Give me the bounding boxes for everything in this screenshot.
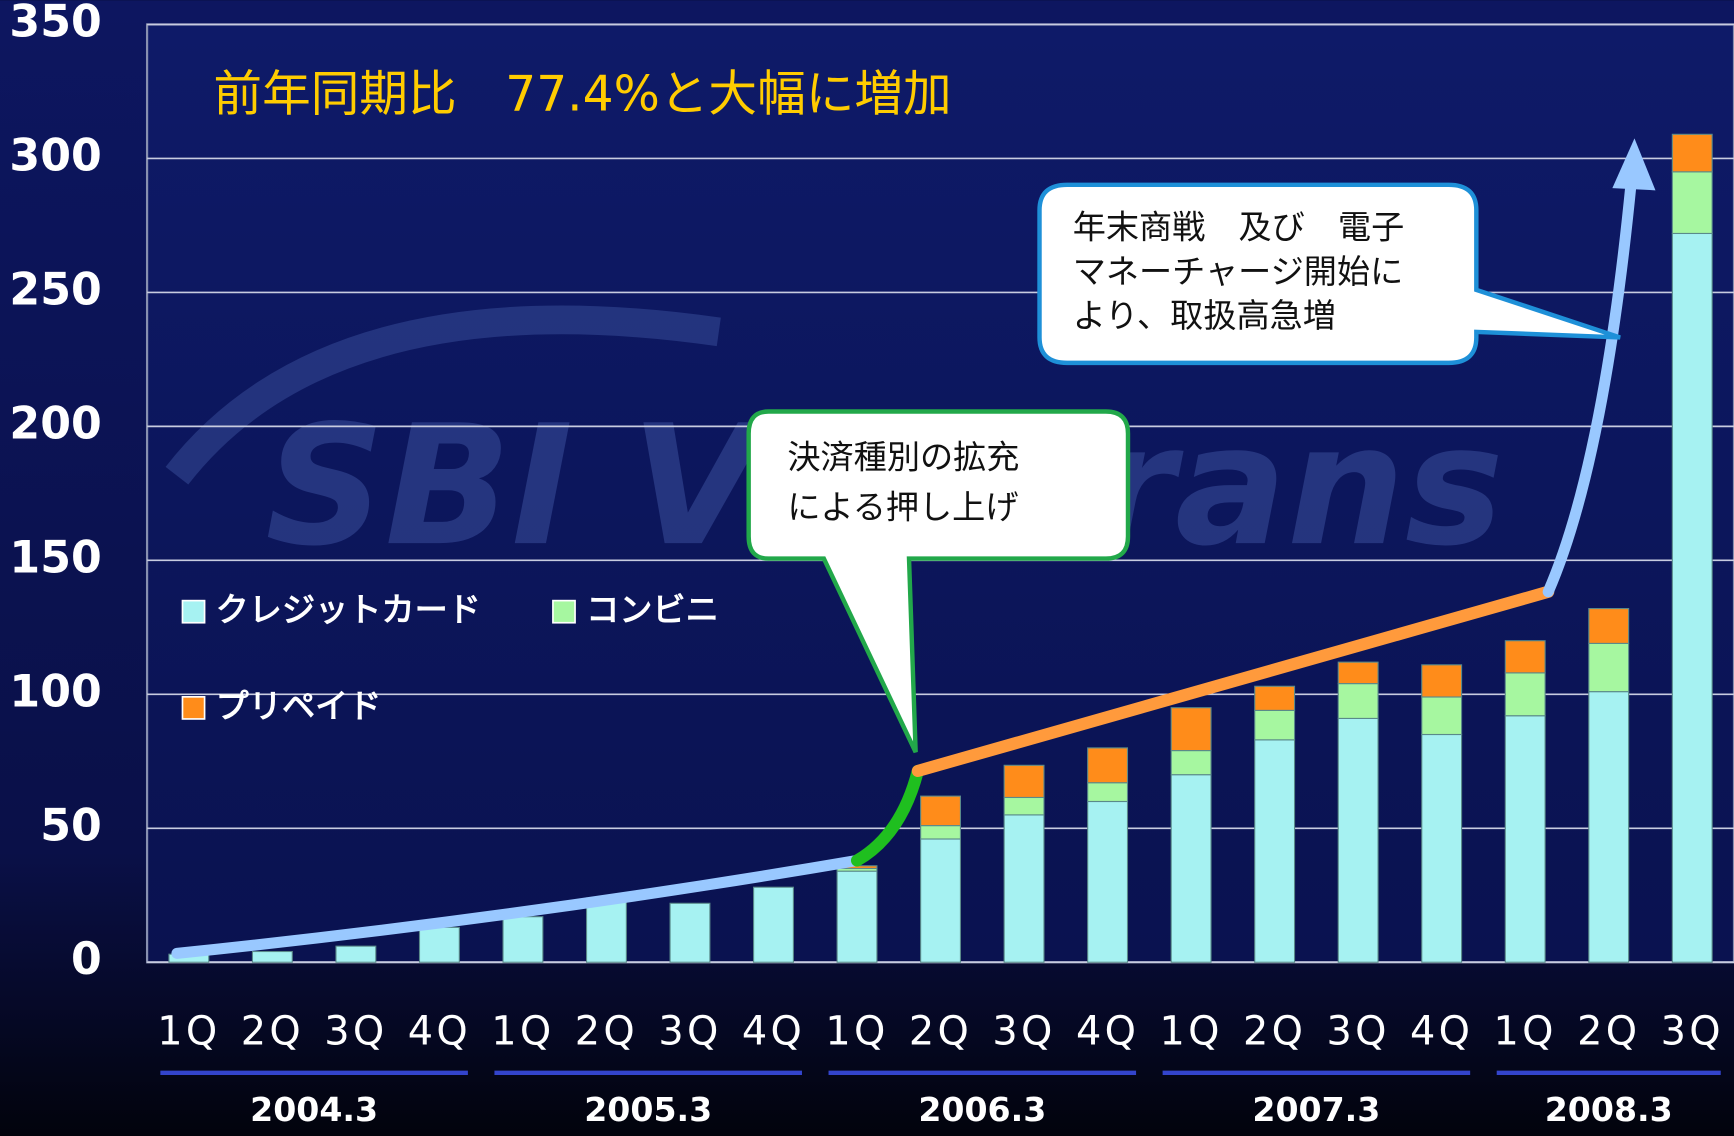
bar-segment xyxy=(1087,782,1129,803)
bar-segment xyxy=(1504,672,1546,717)
bar-segment xyxy=(1170,707,1212,752)
trend-line xyxy=(1542,177,1637,598)
bar-segment xyxy=(669,902,711,963)
bar-segment xyxy=(1003,796,1045,816)
y-tick-label: 200 xyxy=(9,398,101,449)
bar-segment xyxy=(1087,747,1129,784)
group-label: 2004.3 xyxy=(250,1090,378,1129)
y-tick-label: 250 xyxy=(9,264,101,315)
trend-line xyxy=(171,854,863,959)
bar-segment xyxy=(1254,685,1296,711)
x-tick-label: 3Q xyxy=(658,1009,721,1055)
x-tick-label: 2Q xyxy=(1577,1009,1640,1055)
bar-segment xyxy=(1671,232,1713,963)
x-tick-label: 4Q xyxy=(1076,1009,1139,1055)
legend-swatch xyxy=(181,696,206,720)
bar-segment xyxy=(1337,683,1379,719)
callout-text: 決済種別の拡充 xyxy=(787,438,1019,477)
bar-segment xyxy=(1254,739,1296,963)
x-tick-label: 1Q xyxy=(825,1009,888,1055)
callout: 年末商戦 及び 電子 マネーチャージ開始に より、取扱高急増 xyxy=(1037,182,1621,366)
bar-segment xyxy=(920,825,961,840)
callout-text: マネーチャージ開始に xyxy=(1073,252,1404,291)
y-tick-label: 50 xyxy=(40,800,102,851)
y-tick-label: 0 xyxy=(71,934,102,985)
bar-segment xyxy=(1588,691,1630,963)
x-tick-label: 3Q xyxy=(992,1009,1055,1055)
x-tick-label: 1Q xyxy=(1159,1009,1222,1055)
x-tick-label: 4Q xyxy=(742,1009,805,1055)
bar-segment xyxy=(1421,696,1463,736)
bar-segment xyxy=(836,870,878,963)
bar-segment xyxy=(1504,715,1546,963)
legend-swatch xyxy=(181,599,206,624)
bar-segment xyxy=(1170,750,1212,776)
y-tick-label: 100 xyxy=(9,666,101,717)
trend-line xyxy=(850,764,924,867)
bar-segment xyxy=(1170,774,1212,963)
group-label: 2007.3 xyxy=(1252,1090,1380,1129)
x-tick-label: 2Q xyxy=(241,1009,304,1055)
callout: 決済種別の拡充 による押し上げ xyxy=(746,409,1131,754)
bar-segment xyxy=(1337,661,1379,685)
x-tick-label: 2Q xyxy=(575,1009,638,1055)
bar-segment xyxy=(1003,764,1045,799)
x-tick-label: 2Q xyxy=(909,1009,972,1055)
callout-box xyxy=(746,409,1131,754)
bar-segment xyxy=(920,838,961,963)
legend-label: クレジットカード xyxy=(216,590,481,629)
chart-title: 前年同期比 77.4%と大幅に増加 xyxy=(213,66,951,122)
y-tick-label: 300 xyxy=(9,130,101,181)
callout-text: による押し上げ xyxy=(787,487,1018,526)
bar-segment xyxy=(1671,171,1713,235)
bar-segment xyxy=(1421,664,1463,698)
trend-arrows xyxy=(171,138,1656,959)
x-tick-label: 1Q xyxy=(157,1009,220,1055)
bar-segment xyxy=(920,795,961,827)
legend-swatch xyxy=(552,599,576,624)
bar-segment xyxy=(1337,717,1379,963)
bar-segment xyxy=(418,926,460,963)
y-tick-label: 150 xyxy=(9,532,101,583)
bar-segment xyxy=(753,886,794,963)
bar-segment xyxy=(1003,814,1045,963)
bar-segment xyxy=(502,916,544,963)
x-tick-label: 4Q xyxy=(1410,1009,1473,1055)
group-label: 2005.3 xyxy=(584,1090,712,1129)
watermark-swoosh xyxy=(165,305,721,485)
y-tick-label: 350 xyxy=(9,0,101,47)
bar-segment xyxy=(1087,800,1129,963)
x-tick-label: 2Q xyxy=(1243,1009,1306,1055)
bar-segment xyxy=(585,897,627,963)
bar-segment xyxy=(1421,733,1463,963)
bar-segment xyxy=(335,945,377,963)
legend-label: プリペイド xyxy=(216,686,382,725)
x-tick-label: 3Q xyxy=(1661,1009,1724,1055)
callout-text: 年末商戦 及び 電子 xyxy=(1073,208,1405,247)
group-label: 2006.3 xyxy=(918,1090,1046,1129)
callout-box xyxy=(1037,182,1621,366)
x-tick-label: 1Q xyxy=(491,1009,554,1055)
x-tick-label: 4Q xyxy=(408,1009,471,1055)
plot xyxy=(147,23,1734,964)
x-tick-label: 3Q xyxy=(1327,1009,1390,1055)
bar-segment xyxy=(1588,642,1630,693)
legend-label: コンビニ xyxy=(586,590,719,629)
bar-segment xyxy=(251,950,293,963)
bar-segment xyxy=(1254,709,1296,741)
x-tick-label: 3Q xyxy=(324,1009,387,1055)
bar-segment xyxy=(1588,608,1630,644)
x-tick-label: 1Q xyxy=(1494,1009,1557,1055)
arrow-head xyxy=(1612,138,1656,191)
bar-segment xyxy=(1671,133,1713,173)
callout-text: より、取扱高急増 xyxy=(1073,296,1336,335)
group-label: 2008.3 xyxy=(1545,1090,1673,1129)
bar-segment xyxy=(1504,640,1546,674)
trend-line xyxy=(911,585,1555,778)
